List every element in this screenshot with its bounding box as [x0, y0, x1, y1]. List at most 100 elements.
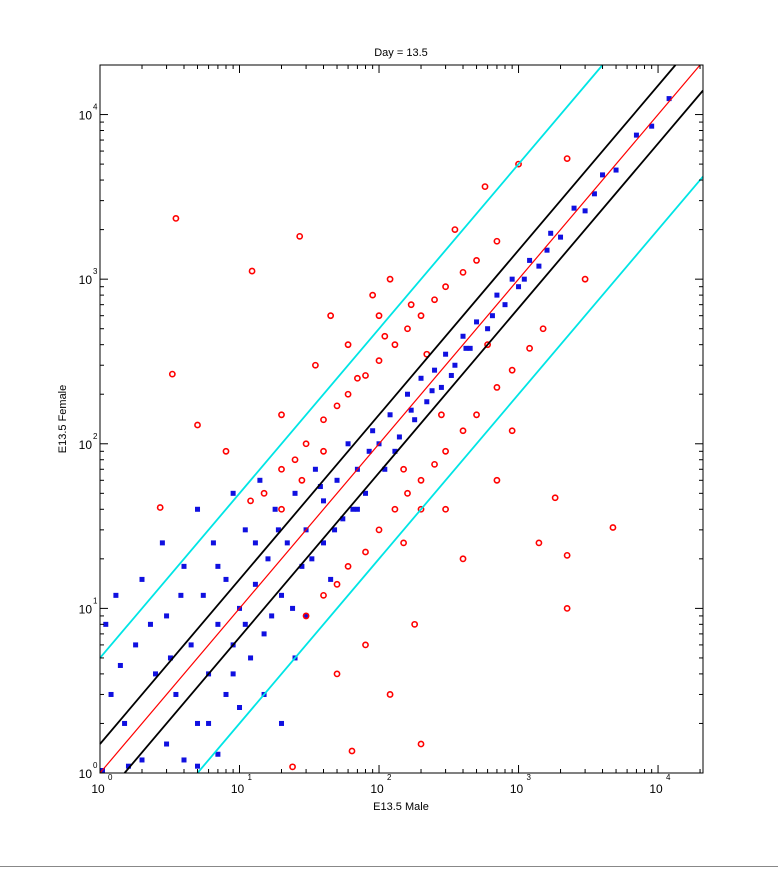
blue-data-point [206, 720, 212, 726]
red-outlier-point [362, 372, 369, 379]
red-outlier-point [551, 494, 559, 502]
blue-data-point [328, 576, 334, 582]
blue-data-point [164, 741, 170, 747]
blue-data-point [248, 655, 254, 661]
blue-data-point [392, 448, 398, 454]
red-outlier-point [481, 183, 489, 191]
red-outlier-point [581, 275, 589, 283]
blue-data-point [223, 691, 229, 697]
blue-data-point [350, 506, 356, 512]
red-outlier-point [539, 325, 547, 333]
blue-data-point [309, 556, 315, 562]
red-outlier-point [417, 476, 425, 484]
blue-data-point [334, 477, 340, 483]
red-outlier-point [260, 489, 268, 497]
red-outlier-point [526, 344, 533, 352]
red-outlier-point [417, 312, 425, 320]
red-outlier-point [493, 237, 501, 245]
red-outlier-point [459, 555, 467, 563]
red-outlier-point [563, 155, 571, 163]
red-outlier-point [391, 505, 399, 513]
blue-data-point [279, 720, 285, 726]
blue-data-point [108, 691, 114, 697]
blue-data-point [591, 191, 597, 197]
blue-data-point [424, 399, 430, 405]
blue-data-point [418, 375, 424, 381]
red-outlier-point [291, 456, 299, 464]
red-outlier-point [407, 301, 415, 309]
red-outlier-point [508, 427, 516, 435]
red-outlier-point [362, 641, 369, 649]
blue-data-point [178, 592, 184, 598]
red-outlier-point [535, 539, 543, 547]
blue-data-point [467, 345, 473, 351]
blue-data-point [370, 428, 376, 434]
blue-data-point [544, 247, 550, 253]
blue-data-point [312, 466, 318, 472]
blue-data-point [548, 230, 554, 236]
blue-data-point [521, 276, 527, 282]
blue-data-point [600, 172, 606, 178]
red-outlier-point [247, 497, 254, 505]
blue-data-point [223, 576, 229, 582]
red-outlier-point [320, 416, 327, 424]
red-outlier-point [344, 390, 352, 398]
red-outlier-point [473, 411, 480, 419]
red-outlier-point [278, 505, 285, 513]
red-outlier-point [391, 341, 399, 349]
red-outlier-point [386, 275, 394, 283]
blue-data-point [460, 333, 466, 339]
red-outlier-point [438, 411, 445, 419]
red-outlier-point [431, 460, 438, 468]
red-outlier-point [451, 226, 459, 234]
blue-data-point [509, 276, 515, 282]
blue-data-point [269, 613, 275, 619]
blue-data-point [133, 642, 139, 648]
blue-data-point [317, 484, 323, 490]
red-outlier-point [369, 291, 377, 299]
red-outlier-point [459, 427, 467, 435]
blue-data-point [345, 441, 351, 447]
blue-data-point [230, 490, 236, 496]
red-outlier-point [348, 747, 356, 755]
y-tick-label: 10 [79, 273, 93, 287]
y-tick-label: 10 [79, 438, 93, 452]
chart-title: Day = 13.5 [374, 47, 428, 59]
blue-data-point [558, 234, 564, 240]
red-outlier-point [411, 620, 419, 628]
blue-data-point [215, 751, 221, 757]
red-outlier-point [508, 366, 516, 374]
blue-data-point [147, 621, 153, 627]
red-outlier-point [320, 591, 327, 599]
blue-data-point [405, 391, 411, 397]
blue-data-point [275, 527, 281, 533]
blue-data-point [366, 448, 372, 454]
blue-data-point [571, 205, 577, 211]
y-tick-label: 10 [79, 767, 93, 781]
x-tick-exponent: 1 [248, 773, 253, 782]
red-outlier-point [375, 357, 383, 365]
blue-data-point [159, 540, 165, 546]
red-outlier-point [431, 296, 438, 304]
blue-data-point [265, 556, 271, 562]
blue-data-point [474, 319, 480, 325]
reference-lines [99, 64, 704, 774]
blue-data-point [412, 417, 418, 423]
x-tick-label: 10 [649, 782, 663, 796]
red-outlier-point [400, 539, 407, 547]
blue-data-point [582, 208, 588, 214]
blue-data-point [633, 132, 639, 138]
blue-data-point [125, 763, 131, 769]
red-outlier-point [442, 283, 449, 291]
red-outlier-point [354, 374, 361, 382]
reference-line-fold-1.5 [99, 64, 677, 745]
red-outlier-point [327, 312, 335, 320]
y-axis-label: E13.5 Female [57, 385, 69, 453]
red-outlier-point [333, 670, 341, 678]
blue-data-point [200, 592, 206, 598]
blue-data-point [181, 563, 187, 569]
blue-data-point [438, 384, 444, 390]
blue-data-point [299, 563, 305, 569]
red-outlier-point [417, 505, 425, 513]
